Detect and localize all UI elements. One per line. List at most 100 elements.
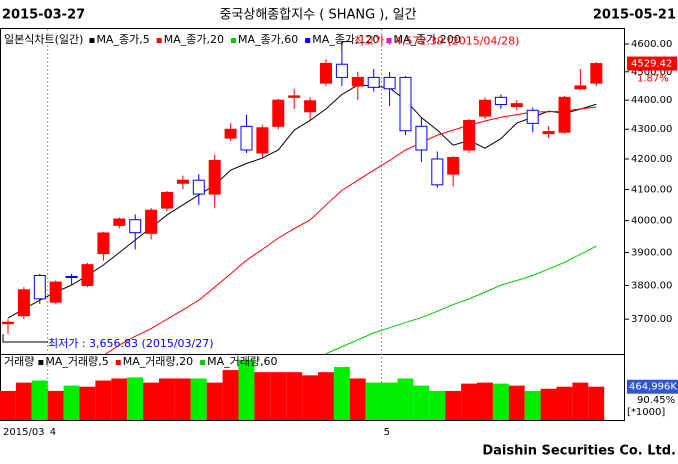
volume-bar: [397, 378, 414, 420]
volume-bar: [477, 382, 493, 420]
legend-swatch: [115, 360, 121, 365]
annotation: 최저가 : 3,656.83 (2015/03/27): [48, 337, 214, 350]
volume-bar: [333, 367, 350, 420]
volume-bar: [222, 370, 239, 420]
legend-swatch: [305, 38, 311, 43]
candle-body: [351, 76, 364, 87]
volume-bar: [365, 382, 382, 420]
volume-bar: [95, 380, 112, 420]
volume-bar: [238, 359, 255, 420]
y-tick-label: 3700.00: [631, 314, 672, 325]
volume-bar: [254, 372, 271, 420]
y-tick-label: 4300.00: [631, 124, 672, 135]
legend-swatch: [200, 360, 206, 365]
x-tick-label: 5: [384, 427, 390, 438]
legend-title: 일본식차트(일간): [4, 32, 83, 46]
candle-body: [415, 125, 428, 151]
candle-body: [399, 76, 412, 132]
legend-label: MA_종가,60: [238, 33, 298, 46]
y-tick-label: 4500.00: [631, 67, 672, 78]
candle-body: [288, 95, 301, 98]
candle-body: [224, 128, 237, 139]
candle-body: [367, 76, 380, 88]
footer: Daishin Securities Co. Ltd.: [482, 444, 676, 459]
candle-body: [240, 125, 253, 151]
legend-label: MA_거래량,60: [207, 355, 277, 368]
volume-bar: [524, 390, 541, 420]
chart-title: 중국상해종합지수 ( SHANG ), 일간: [219, 8, 416, 23]
candle-body: [431, 158, 444, 186]
volume-bar: [508, 385, 525, 420]
y-tick-label: 4100.00: [631, 184, 672, 195]
legend-swatch: [386, 38, 392, 43]
volume-bar: [413, 385, 430, 420]
last-price-box: [627, 56, 677, 71]
y-tick-label: 4600.00: [631, 39, 672, 50]
legend-title: 거래량: [4, 355, 34, 368]
candle-body: [510, 103, 523, 108]
candle-body: [17, 289, 30, 317]
unit-label: [*1000]: [627, 407, 665, 418]
candle-body: [161, 192, 173, 209]
end-date: 2015-05-21: [593, 8, 676, 23]
volume-bar: [47, 390, 64, 420]
volume-bar: [381, 382, 398, 420]
ma-line: [325, 245, 597, 354]
candle-body: [526, 109, 539, 124]
candle-body: [590, 63, 603, 84]
volume-bar: [15, 382, 32, 420]
candle-body: [272, 99, 285, 127]
volume-bar: [461, 383, 477, 420]
volume-bar: [318, 372, 334, 420]
legend-swatch: [89, 38, 95, 43]
annotation: 최고가 : 4,572.39 (2015/04/28): [354, 35, 520, 48]
volume-bar: [79, 386, 96, 420]
volume-bar: [556, 386, 573, 420]
legend-swatch: [38, 360, 44, 365]
volume-bar: [31, 380, 48, 420]
volume-bar: [174, 378, 191, 420]
candle-body: [494, 96, 507, 106]
candle-body: [192, 179, 205, 195]
volume-bar: [492, 383, 509, 420]
candle-body: [49, 281, 62, 303]
last-price: 4529.42: [631, 59, 672, 70]
volume-bar: [63, 385, 80, 420]
volume-bar: [111, 378, 128, 420]
candle-body: [320, 62, 332, 84]
volume-bar: [349, 378, 366, 420]
legend-label: MA_종가,5: [96, 33, 149, 46]
candle-body: [256, 127, 269, 154]
volume-bar: [190, 378, 207, 420]
legend-label: MA_거래량,20: [123, 355, 193, 368]
volume-bar: [540, 388, 557, 420]
ratio-label: 90.45%: [637, 395, 675, 406]
candle-body: [463, 119, 476, 151]
candle-body: [145, 209, 158, 234]
legend-label: MA_종가,120: [312, 33, 379, 46]
volume-bar: [0, 390, 16, 420]
volume-bar: [127, 377, 144, 420]
candle-body: [447, 156, 460, 175]
legend-label: MA_종가,200: [393, 33, 460, 46]
volume-bar: [206, 382, 223, 420]
candle-body: [176, 179, 189, 184]
volume-bar: [445, 390, 462, 420]
candle-body: [542, 131, 555, 135]
legend-label: MA_거래량,5: [45, 355, 108, 368]
annotation-line: [2, 333, 48, 343]
volume-bar: [159, 378, 175, 420]
volume-bar: [302, 375, 318, 420]
volume-pane: [0, 354, 625, 421]
candle-body: [113, 218, 126, 226]
y-tick-label: 4400.00: [631, 95, 672, 106]
start-date: 2015-03-27: [2, 8, 85, 23]
volume-label: 464,996K: [629, 382, 677, 393]
y-tick-label: 3800.00: [631, 280, 672, 291]
legend-swatch: [230, 38, 236, 43]
volume-label-box: [627, 379, 678, 394]
ma-line: [104, 106, 597, 354]
candle-body: [2, 321, 14, 325]
candle-body: [558, 96, 571, 133]
